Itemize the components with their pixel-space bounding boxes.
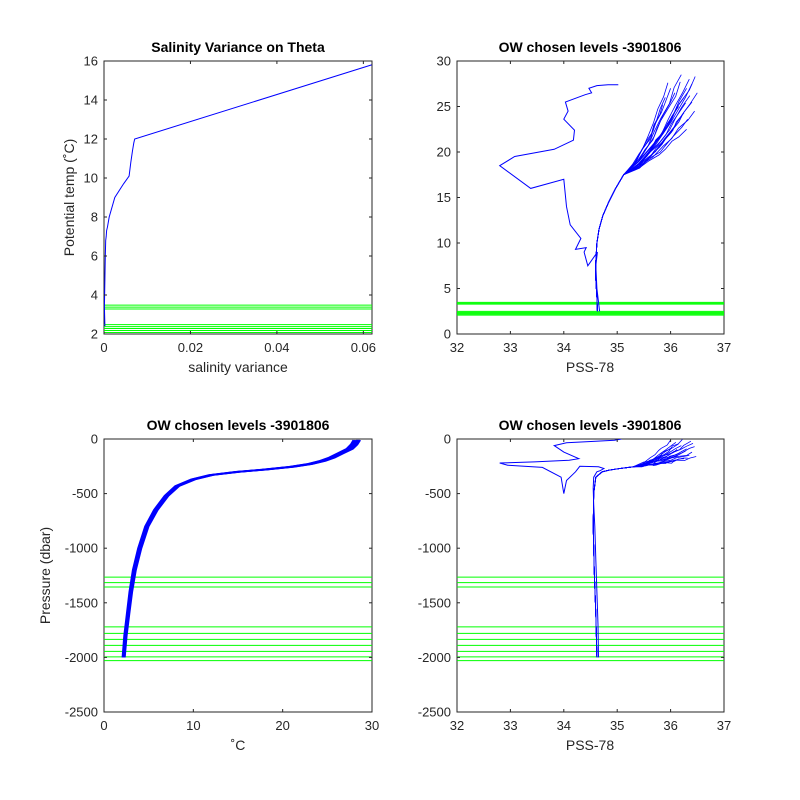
sp-xtick-label-5: 37 xyxy=(717,718,731,733)
ts-xtick-label-2: 34 xyxy=(557,340,571,355)
var-profile-0 xyxy=(104,64,372,327)
ts-xtick-label-4: 36 xyxy=(663,340,677,355)
ts-xtick-label-0: 32 xyxy=(450,340,464,355)
tp-ytick-label-2: -1500 xyxy=(65,595,98,610)
ts-xtick-label-5: 37 xyxy=(717,340,731,355)
sp-title: OW chosen levels -3901806 xyxy=(499,417,682,433)
tp-xtick-label-1: 10 xyxy=(186,718,200,733)
var-ytick-label-0: 2 xyxy=(91,327,98,342)
tp-ytick-label-4: -500 xyxy=(72,486,98,501)
sp-ticks: 32 33 34 35 36 37 -2500 -2000 -1500 -1000 -500 0 xyxy=(418,432,731,734)
ts-plot-content xyxy=(457,74,724,316)
tp-xlabel: ˚C xyxy=(231,737,246,753)
tp-ytick-label-5: 0 xyxy=(91,432,98,447)
tp-ytick-label-1: -2000 xyxy=(65,650,98,665)
sp-profile-0 xyxy=(499,439,622,658)
sp-xtick-label-3: 35 xyxy=(610,718,624,733)
ts-xtick-label-3: 35 xyxy=(610,340,624,355)
sp-xtick-label-1: 33 xyxy=(503,718,517,733)
sp-ytick-label-1: -2000 xyxy=(418,650,451,665)
variance-ticks: 0 0.02 0.04 0.06 2 4 6 8 10 12 14 16 xyxy=(84,54,376,356)
ts-xlabel: PSS-78 xyxy=(566,359,614,375)
ts-xtick-label-1: 33 xyxy=(503,340,517,355)
sp-xtick-label-0: 32 xyxy=(450,718,464,733)
ts-plot-area xyxy=(456,60,725,335)
ts-ytick-label-6: 30 xyxy=(437,54,451,69)
ts-title: OW chosen levels -3901806 xyxy=(499,39,682,55)
ts-ytick-label-3: 15 xyxy=(437,190,451,205)
sp-ytick-label-4: -500 xyxy=(425,486,451,501)
tp-ytick-label-0: -2500 xyxy=(65,705,98,720)
sp-ytick-label-5: 0 xyxy=(444,432,451,447)
var-ytick-label-7: 16 xyxy=(84,54,98,69)
tp-xtick-label-3: 30 xyxy=(365,718,379,733)
sp-panel: 32 33 34 35 36 37 -2500 -2000 -1500 -1000 -500 0 OW… xyxy=(418,417,731,753)
variance-title: Salinity Variance on Theta xyxy=(151,39,325,55)
tp-ylabel: Pressure (dbar) xyxy=(37,527,53,624)
var-xtick-label-0: 0 xyxy=(100,340,107,355)
tp-xtick-label-2: 20 xyxy=(275,718,289,733)
sp-ytick-label-0: -2500 xyxy=(418,705,451,720)
ts-ticks: 32 33 34 35 36 37 0 5 10 15 20 25 30 xyxy=(437,54,732,356)
variance-xlabel: salinity variance xyxy=(188,359,288,375)
sp-plot-area xyxy=(456,438,725,713)
var-ytick-label-3: 8 xyxy=(91,210,98,225)
ts-ytick-label-5: 25 xyxy=(437,99,451,114)
ts-profile-0 xyxy=(498,84,619,312)
tp-panel: 0 10 20 30 -2500 -2000 -1500 -1000 -500 0 OW chos… xyxy=(37,417,379,753)
var-ytick-label-4: 10 xyxy=(84,171,98,186)
ts-ytick-label-1: 5 xyxy=(444,281,451,296)
tp-ytick-label-3: -1000 xyxy=(65,541,98,556)
sp-bundle-profile-19 xyxy=(592,452,681,658)
variance-panel: 0 0.02 0.04 0.06 2 4 6 8 10 12 14 16 Salinity Varia… xyxy=(61,39,376,375)
variance-ylabel: Potential temp (˚C) xyxy=(61,139,77,256)
sp-ytick-label-3: -1000 xyxy=(418,541,451,556)
tp-profile-6 xyxy=(124,439,361,658)
ts-ytick-label-4: 20 xyxy=(437,145,451,160)
var-xtick-label-1: 0.02 xyxy=(178,340,203,355)
ts-ytick-label-2: 10 xyxy=(437,236,451,251)
var-xtick-label-3: 0.06 xyxy=(351,340,376,355)
tp-plot-area xyxy=(103,438,373,713)
variance-plot-area xyxy=(103,60,373,335)
var-ytick-label-1: 4 xyxy=(91,288,98,303)
var-ytick-label-2: 6 xyxy=(91,249,98,264)
tp-xtick-label-0: 0 xyxy=(100,718,107,733)
tp-ticks: 0 10 20 30 -2500 -2000 -1500 -1000 -500 0 xyxy=(65,432,379,734)
var-ytick-label-5: 12 xyxy=(84,132,98,147)
sp-xlabel: PSS-78 xyxy=(566,737,614,753)
var-xtick-label-2: 0.04 xyxy=(264,340,289,355)
sp-xtick-label-4: 36 xyxy=(663,718,677,733)
ts-ytick-label-0: 0 xyxy=(444,327,451,342)
tp-plot-content xyxy=(104,439,372,662)
tp-title: OW chosen levels -3901806 xyxy=(147,417,330,433)
variance-plot-content xyxy=(104,64,372,333)
ts-panel: 32 33 34 35 36 37 0 5 10 15 20 25 30 OW chosen level… xyxy=(437,39,732,375)
var-ytick-label-6: 14 xyxy=(84,93,98,108)
sp-plot-content xyxy=(457,439,724,662)
sp-ytick-label-2: -1500 xyxy=(418,595,451,610)
sp-xtick-label-2: 34 xyxy=(557,718,571,733)
